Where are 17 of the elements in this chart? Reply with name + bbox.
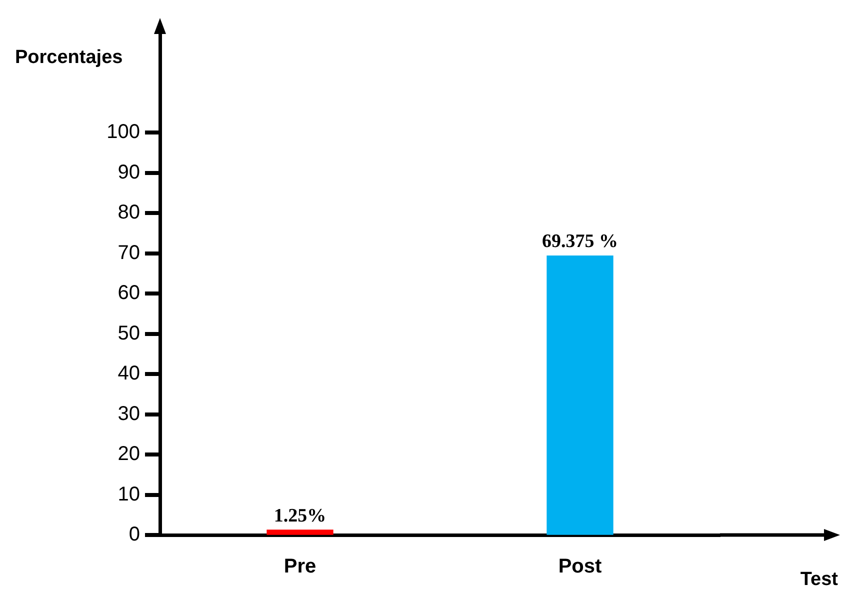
- data-label: 69.375 %: [542, 231, 618, 252]
- y-tick-label: 50: [118, 322, 140, 344]
- x-axis-title: Test: [800, 569, 839, 590]
- y-tick-label: 10: [118, 483, 140, 506]
- y-tick-label: 0: [128, 524, 140, 546]
- y-tick-label: 20: [118, 443, 140, 466]
- y-tick-label: 40: [118, 362, 140, 385]
- y-axis-title: Porcentajes: [15, 47, 123, 68]
- y-tick-label: 30: [118, 402, 140, 425]
- y-tick-label: 90: [118, 161, 140, 184]
- x-tick-label: Pre: [284, 556, 316, 578]
- data-label: 1.25%: [274, 505, 326, 526]
- x-tick-label: Post: [558, 556, 602, 578]
- y-tick-label: 100: [106, 121, 140, 144]
- y-tick-label: 60: [118, 282, 140, 304]
- y-tick-label: 80: [118, 202, 140, 224]
- y-tick-label: 70: [118, 242, 140, 264]
